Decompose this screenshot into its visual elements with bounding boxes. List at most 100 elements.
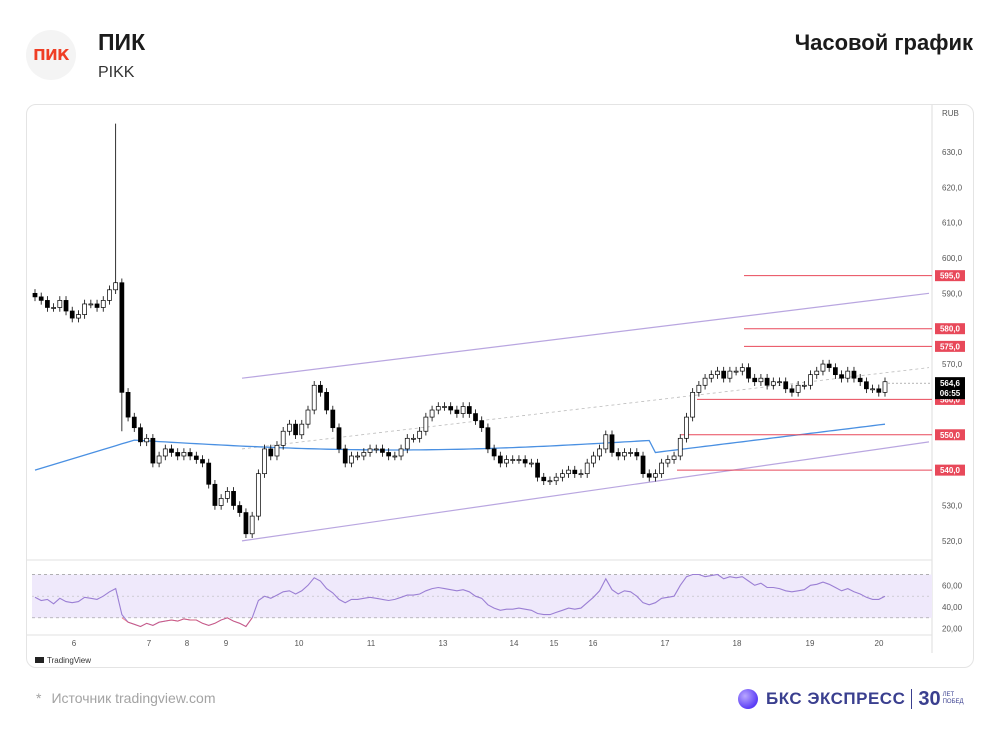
y-tick-label-2: 610,0 xyxy=(942,219,963,228)
candle-body-123 xyxy=(795,384,801,393)
currency-label: RUB xyxy=(942,109,959,118)
last-price-tag xyxy=(935,377,965,400)
brand-small-text: ЛЕТ ПОБЕД xyxy=(943,692,964,706)
candle-body-128 xyxy=(826,363,832,368)
candle-body-16 xyxy=(131,416,137,429)
candle-body-47 xyxy=(324,391,329,411)
candle-body-80 xyxy=(528,462,534,465)
candle-body-40 xyxy=(280,430,286,446)
candle-body-115 xyxy=(746,367,751,379)
candle-body-116 xyxy=(752,377,758,383)
y-tick-label-4: 590,0 xyxy=(942,289,963,298)
candle-body-3 xyxy=(51,307,56,309)
candle-body-113 xyxy=(733,370,739,373)
candle-body-11 xyxy=(100,300,106,308)
candle-body-77 xyxy=(510,459,516,461)
candle-body-89 xyxy=(584,462,590,475)
candle-body-50 xyxy=(342,448,348,464)
level-tag-5 xyxy=(935,464,965,476)
candle-body-103 xyxy=(671,455,677,460)
candle-body-130 xyxy=(839,374,844,379)
candle-body-124 xyxy=(801,384,807,387)
candle-body-37 xyxy=(262,448,267,475)
candle-body-135 xyxy=(870,388,875,391)
candle-body-68 xyxy=(454,409,460,414)
candle-body-6 xyxy=(69,310,75,319)
candle-body-33 xyxy=(237,505,243,513)
rsi-tick-label-0: 60,00 xyxy=(942,581,963,590)
candle-body-54 xyxy=(367,448,373,453)
candle-body-25 xyxy=(187,452,193,457)
candle-body-78 xyxy=(516,459,522,461)
candle-body-119 xyxy=(770,381,776,386)
candle-body-5 xyxy=(63,300,69,312)
channel-upper-line xyxy=(241,292,930,379)
candle-body-51 xyxy=(349,455,354,464)
candle-body-70 xyxy=(466,406,472,414)
x-tick-label-8: 15 xyxy=(550,639,559,648)
candle-body-133 xyxy=(857,377,863,383)
candle-body-104 xyxy=(677,437,683,457)
brand-circle-icon xyxy=(738,689,758,709)
candle-body-14 xyxy=(119,282,125,393)
candle-body-45 xyxy=(311,384,317,411)
candle-body-29 xyxy=(212,483,218,506)
source-text: Источник tradingview.com xyxy=(51,690,216,706)
candle-body-15 xyxy=(125,391,131,418)
candle-body-1 xyxy=(38,296,44,301)
candle-body-121 xyxy=(783,381,789,390)
x-tick-label-11: 18 xyxy=(733,639,742,648)
candle-body-90 xyxy=(591,455,596,464)
candle-body-67 xyxy=(448,406,454,411)
x-tick-label-3: 9 xyxy=(224,639,229,648)
candle-body-64 xyxy=(429,409,435,418)
source-note: * Источник tradingview.com xyxy=(36,690,216,706)
candle-body-0 xyxy=(32,292,38,298)
candle-body-52 xyxy=(355,455,360,458)
x-tick-label-10: 17 xyxy=(661,639,670,648)
candle-body-42 xyxy=(293,423,298,436)
candle-body-74 xyxy=(491,448,497,457)
candle-body-63 xyxy=(423,416,429,432)
candle-body-76 xyxy=(504,459,509,464)
candle-body-110 xyxy=(715,370,720,376)
candle-body-22 xyxy=(169,448,174,453)
candle-body-49 xyxy=(336,427,342,450)
level-label-1: 580,0 xyxy=(940,325,961,334)
company-name: ПИК xyxy=(98,29,146,55)
channel-lower-line xyxy=(241,441,930,542)
source-star: * xyxy=(36,690,42,706)
candle-body-23 xyxy=(175,452,181,457)
brand-thirty: 30 xyxy=(918,687,941,710)
brand-separator xyxy=(911,689,913,709)
level-label-4: 550,0 xyxy=(940,431,961,440)
candle-body-30 xyxy=(218,498,224,506)
channel-mid-line xyxy=(241,367,930,450)
x-tick-label-0: 6 xyxy=(72,639,77,648)
candle-body-107 xyxy=(696,384,702,393)
candle-body-71 xyxy=(473,413,478,421)
candle-body-20 xyxy=(156,455,162,464)
candle-body-8 xyxy=(82,303,88,315)
candle-body-125 xyxy=(808,374,813,386)
ticker-symbol: PIKK xyxy=(98,64,135,81)
level-tag-0 xyxy=(935,270,965,282)
candle-body-75 xyxy=(497,455,503,464)
brand-small-2: ПОБЕД xyxy=(942,699,964,705)
candle-body-93 xyxy=(609,434,615,453)
candle-body-2 xyxy=(45,300,50,308)
level-label-0: 595,0 xyxy=(940,272,961,281)
candle-body-112 xyxy=(727,370,733,379)
countdown-label: 06:55 xyxy=(940,389,961,398)
candle-body-91 xyxy=(597,448,602,457)
candle-body-84 xyxy=(553,476,559,482)
x-tick-label-13: 20 xyxy=(875,639,884,648)
level-tag-1 xyxy=(935,323,965,335)
company-logo: ПИК xyxy=(26,30,76,80)
candle-body-122 xyxy=(789,388,795,393)
candle-body-134 xyxy=(864,381,869,390)
candle-body-126 xyxy=(814,370,820,376)
candle-body-12 xyxy=(107,289,112,301)
candle-body-32 xyxy=(231,491,236,506)
candle-body-19 xyxy=(150,437,156,464)
